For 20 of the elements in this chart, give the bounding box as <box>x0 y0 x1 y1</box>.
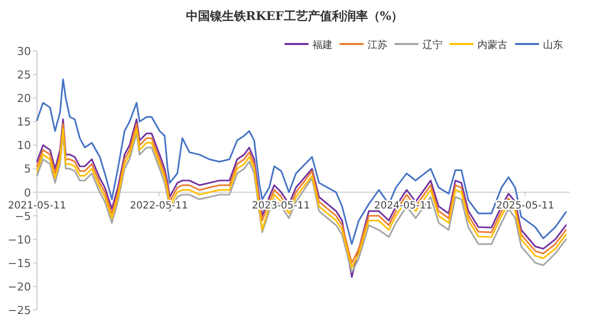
legend-label: 内蒙古 <box>478 39 508 51</box>
y-tick-label: 5 <box>24 162 31 176</box>
y-tick-label: −25 <box>8 304 31 317</box>
y-tick-label: 0 <box>24 186 31 200</box>
legend-label: 山东 <box>543 39 563 51</box>
y-tick-label: −5 <box>14 210 31 223</box>
x-tick-label: 2021-05-11 <box>8 200 66 212</box>
x-tick-label: 2022-05-11 <box>130 200 188 212</box>
legend-label: 福建 <box>312 39 332 51</box>
y-tick-label: 20 <box>17 92 31 106</box>
y-tick-label: 30 <box>17 45 31 58</box>
chart-title: 中国镍生铁RKEF工艺产值利润率（%） <box>186 9 404 23</box>
y-tick-label: 25 <box>17 68 31 82</box>
y-tick-label: 10 <box>17 139 31 152</box>
legend-label: 江苏 <box>368 39 388 51</box>
legend-label: 辽宁 <box>422 39 442 51</box>
y-tick-label: −10 <box>8 233 31 246</box>
y-tick-label: 15 <box>17 116 31 129</box>
y-tick-label: −20 <box>8 280 31 294</box>
y-tick-label: −15 <box>8 256 31 270</box>
